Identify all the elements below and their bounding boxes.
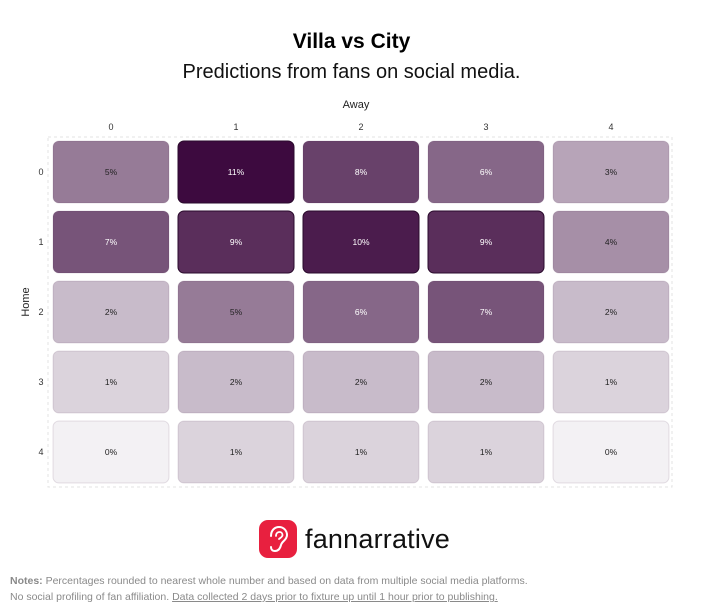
heatmap-cell — [302, 420, 420, 484]
heatmap-cell — [552, 350, 670, 414]
cell-value-label: 9% — [480, 237, 493, 247]
cell-value-label: 2% — [105, 307, 118, 317]
x-tick-label: 0 — [108, 122, 113, 132]
cell-value-label: 4% — [605, 237, 618, 247]
footnotes: Notes: Percentages rounded to nearest wh… — [10, 573, 700, 605]
cell-value-label: 1% — [230, 447, 243, 457]
y-tick-label: 2 — [38, 307, 43, 317]
heatmap-cell — [552, 140, 670, 204]
heatmap-cell — [302, 350, 420, 414]
ear-icon — [259, 520, 297, 558]
x-tick-label: 3 — [483, 122, 488, 132]
y-tick-label: 0 — [38, 167, 43, 177]
cell-value-label: 2% — [230, 377, 243, 387]
y-tick-label: 3 — [38, 377, 43, 387]
cell-value-label: 7% — [480, 307, 493, 317]
cell-value-label: 9% — [230, 237, 243, 247]
cell-value-label: 10% — [352, 237, 369, 247]
heatmap-cell — [177, 350, 295, 414]
heatmap-cell — [177, 140, 295, 204]
cell-value-label: 1% — [105, 377, 118, 387]
heatmap-cell — [52, 280, 170, 344]
cell-value-label: 5% — [105, 167, 118, 177]
heatmap-cell — [177, 210, 295, 274]
chart-title: Villa vs City — [292, 30, 411, 53]
cell-value-label: 2% — [480, 377, 493, 387]
x-axis-label: Away — [343, 99, 370, 111]
heatmap-cell — [52, 420, 170, 484]
heatmap-cell — [302, 280, 420, 344]
cell-value-label: 5% — [230, 307, 243, 317]
heatmap-cell — [427, 210, 545, 274]
y-tick-label: 4 — [38, 447, 43, 457]
heatmap-cell — [177, 280, 295, 344]
heatmap-cell — [427, 280, 545, 344]
notes-label: Notes: — [10, 575, 43, 587]
x-tick-label: 4 — [608, 122, 613, 132]
notes-line-1: Percentages rounded to nearest whole num… — [45, 575, 528, 587]
cell-value-label: 0% — [105, 447, 118, 457]
heatmap-chart: Away Home 5% 11% 8% 6% 3%7% 9% 10% 9% 4%2% 5% 6% 7%… — [20, 99, 673, 488]
heatmap-cell — [177, 420, 295, 484]
cell-value-label: 11% — [228, 167, 245, 177]
cell-value-label: 1% — [605, 377, 618, 387]
cell-value-label: 6% — [355, 307, 368, 317]
heatmap-cell — [52, 210, 170, 274]
plot-border — [47, 136, 673, 488]
cell-value-label: 2% — [355, 377, 368, 387]
heatmap-cell — [552, 210, 670, 274]
heatmap-cell — [552, 420, 670, 484]
chart-subtitle: Predictions from fans on social media. — [182, 61, 521, 83]
notes-data-collection-link[interactable]: Data collected 2 days prior to fixture u… — [172, 591, 498, 603]
cell-value-label: 2% — [605, 307, 618, 317]
heatmap-cell — [427, 140, 545, 204]
heatmap-cell — [302, 210, 420, 274]
cell-value-label: 1% — [480, 447, 493, 457]
cell-value-label: 6% — [480, 167, 493, 177]
heatmap-cells: 5% 11% 8% 6% 3% 7% 9% 10% 9% 4% 2% 5% 6% 7% 2% 1% 2% 2% 2%… — [52, 140, 670, 484]
cell-value-label: 8% — [355, 167, 368, 177]
heatmap-cell — [427, 350, 545, 414]
heatmap-cell — [427, 420, 545, 484]
y-axis-label: Home — [20, 287, 32, 316]
brand-name: fannarrative — [305, 523, 450, 554]
x-tick-label: 1 — [233, 122, 238, 132]
brand-logo: fannarrative — [259, 519, 450, 559]
heatmap-cell — [302, 140, 420, 204]
cell-value-label: 3% — [605, 167, 618, 177]
heatmap-cell — [552, 280, 670, 344]
cell-value-label: 7% — [105, 237, 118, 247]
heatmap-cell — [52, 140, 170, 204]
cell-value-label: 1% — [355, 447, 368, 457]
heatmap-cell — [52, 350, 170, 414]
x-tick-label: 2 — [358, 122, 363, 132]
cell-value-label: 0% — [605, 447, 618, 457]
notes-line-2: No social profiling of fan affiliation. — [10, 591, 170, 603]
y-tick-label: 1 — [38, 237, 43, 247]
